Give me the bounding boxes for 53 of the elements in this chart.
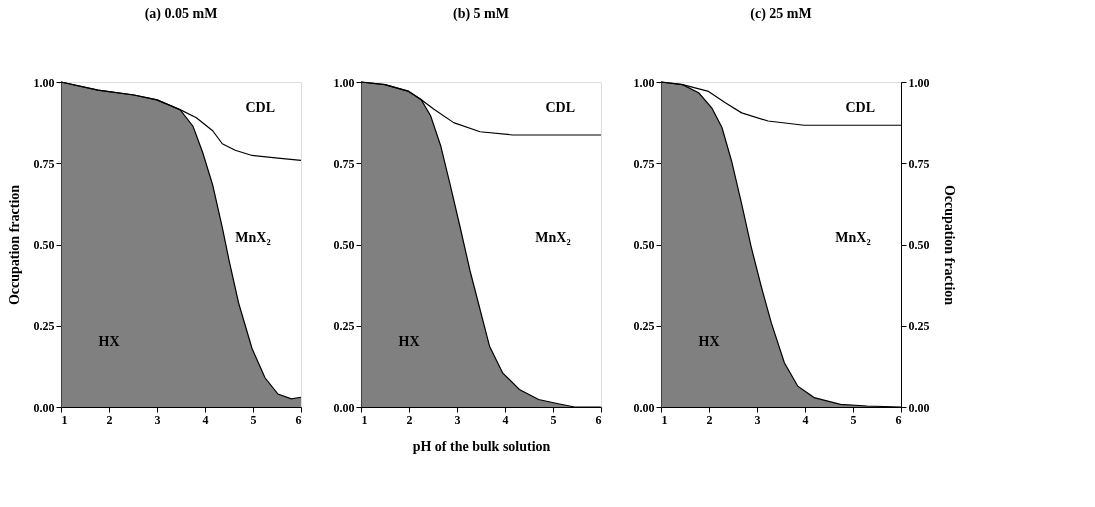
y-tick-label: 0.50 bbox=[33, 238, 55, 252]
y-tick-label: 0.75 bbox=[633, 156, 655, 171]
x-tick-label: 6 bbox=[295, 412, 302, 427]
y2-axis-title: Occupation fraction bbox=[941, 184, 957, 306]
series-label: HX bbox=[98, 334, 120, 349]
x-tick-label: 1 bbox=[661, 412, 668, 427]
y-tick-label: 0.00 bbox=[633, 400, 655, 415]
x-tick-label: 1 bbox=[361, 412, 368, 427]
x-tick-label: 4 bbox=[802, 412, 809, 427]
y-tick-label: 0.50 bbox=[633, 238, 655, 252]
annotation: MnX₂ bbox=[535, 230, 571, 245]
chart-title: (a) 0.05 mM bbox=[144, 6, 218, 22]
y-axis-title: Occupation fraction bbox=[6, 184, 22, 306]
y-tick-label: 0.00 bbox=[333, 400, 355, 415]
x-tick-label: 3 bbox=[154, 412, 161, 427]
x-tick-label: 4 bbox=[502, 412, 509, 427]
y-tick-label: 1.00 bbox=[633, 75, 655, 90]
x-tick-label: 1 bbox=[61, 412, 68, 427]
y2-tick-label: 0.75 bbox=[908, 156, 930, 171]
y-tick-label: 0.25 bbox=[333, 319, 355, 334]
y-tick-label: 0.75 bbox=[33, 156, 55, 171]
y-tick-label: 0.50 bbox=[333, 238, 355, 252]
y-tick-label: 0.25 bbox=[633, 319, 655, 334]
x-tick-label: 5 bbox=[250, 412, 257, 427]
y2-tick-label: 0.25 bbox=[908, 319, 930, 334]
x-tick-label: 6 bbox=[895, 412, 902, 427]
text: CDL bbox=[245, 100, 275, 115]
x-tick-label: 4 bbox=[202, 412, 209, 427]
x-axis-title: pH of the bulk solution bbox=[412, 438, 551, 454]
chart-title: (b) 5 mM bbox=[453, 6, 509, 22]
x-tick-label: 5 bbox=[850, 412, 857, 427]
x-tick-label: 2 bbox=[406, 412, 413, 427]
y-tick-label: 0.00 bbox=[33, 400, 55, 415]
x-tick-label: 5 bbox=[550, 412, 557, 427]
y-tick-label: 0.25 bbox=[33, 319, 55, 334]
series-label: CDL bbox=[545, 100, 575, 115]
annotation: MnX₂ bbox=[835, 230, 871, 245]
annotation: MnX₂ bbox=[235, 230, 271, 245]
x-tick-label: 3 bbox=[454, 412, 461, 427]
series-label: HX bbox=[398, 334, 420, 349]
y2-tick-label: 1.00 bbox=[908, 75, 930, 90]
chart-title: (c) 25 mM bbox=[750, 6, 812, 22]
y2-tick-label: 0.50 bbox=[908, 238, 930, 252]
y-tick-label: 1.00 bbox=[33, 75, 55, 90]
x-tick-label: 6 bbox=[595, 412, 602, 427]
x-tick-label: 2 bbox=[106, 412, 113, 427]
x-tick-label: 3 bbox=[754, 412, 761, 427]
x-tick-label: 2 bbox=[706, 412, 713, 427]
y-tick-label: 1.00 bbox=[333, 75, 355, 90]
series-label: CDL bbox=[845, 100, 875, 115]
series-label: HX bbox=[698, 334, 720, 349]
y2-tick-label: 0.00 bbox=[908, 400, 930, 415]
y-tick-label: 0.75 bbox=[333, 156, 355, 171]
